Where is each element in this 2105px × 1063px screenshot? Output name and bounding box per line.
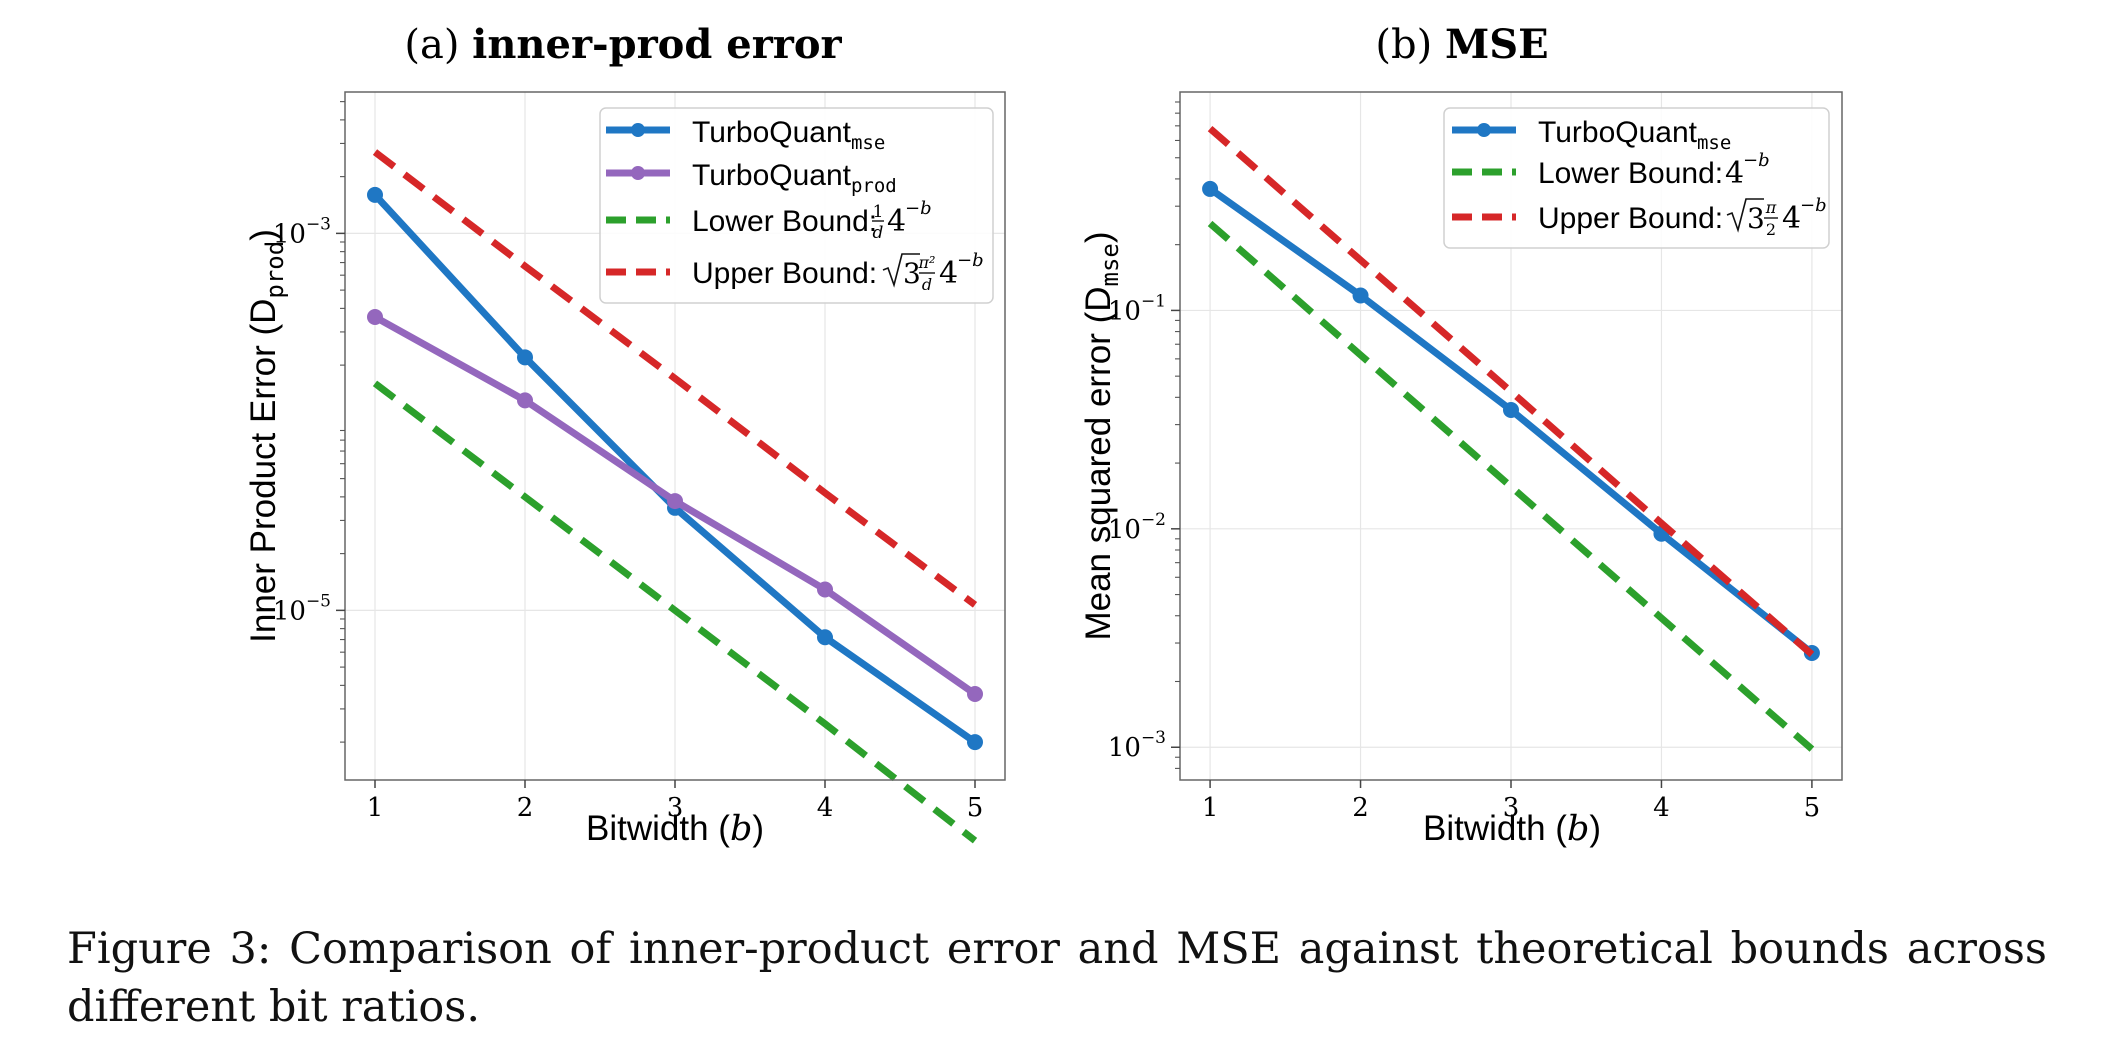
x-tick-label: 5	[1804, 793, 1821, 823]
legend-b-upper-formula: 3 π 2 4 −b	[1726, 195, 1827, 239]
data-point-a-1	[667, 493, 683, 510]
data-point-b-0	[1352, 287, 1369, 304]
y-tick-label: 10−5	[273, 591, 331, 626]
svg-text:d: d	[873, 223, 884, 243]
y-tick-label: 10−1	[1108, 291, 1166, 326]
legend-a-lower-formula: 1 d 4 −b	[872, 198, 932, 243]
svg-text:−b: −b	[905, 198, 932, 219]
series-line-b-1	[1207, 220, 1815, 752]
svg-text:3: 3	[1747, 202, 1765, 235]
panel-a-legend: TurboQuantmse TurboQuantprod Lower Bound…	[599, 107, 994, 304]
x-tick-label: 2	[517, 793, 534, 823]
x-tick-label: 2	[1352, 793, 1369, 823]
legend-b-turbo-mse-label: TurboQuantmse	[1538, 116, 1731, 154]
svg-text:4: 4	[939, 256, 958, 291]
series-line-a-2	[372, 380, 978, 844]
x-tick-label: 4	[1653, 793, 1670, 823]
legend-b-lower-formula: 4 −b	[1725, 150, 1770, 191]
panel-a-title: (a) inner-prod error	[404, 21, 842, 68]
y-tick-label: 10−3	[273, 214, 331, 249]
data-point-a-1	[817, 581, 833, 598]
svg-text:−b: −b	[957, 250, 984, 271]
data-point-a-0	[967, 734, 983, 751]
legend-b-turbo-mse-marker	[1477, 123, 1491, 137]
legend-b-upper-label: Upper Bound:	[1538, 202, 1723, 235]
legend-a-turbo-mse-label: TurboQuantmse	[692, 116, 885, 154]
x-tick-label: 3	[1503, 793, 1520, 823]
x-tick-label: 5	[967, 793, 984, 823]
panel-b-legend: TurboQuantmse Lower Bound: 4 −b Upper Bo…	[1443, 107, 1830, 249]
panel-b-ylabel: Mean squared error (Dmse)	[1079, 231, 1124, 640]
panel-a-ylabel: Inner Product Error (Dprod)	[244, 229, 289, 643]
svg-text:2: 2	[1766, 220, 1776, 239]
svg-text:1: 1	[873, 202, 884, 222]
data-point-a-0	[817, 629, 833, 646]
panel-b-xlabel: Bitwidth (b)	[1423, 809, 1601, 849]
legend-a-upper-label: Upper Bound:	[692, 257, 877, 290]
x-tick-label: 3	[667, 793, 684, 823]
svg-text:−b: −b	[1800, 195, 1827, 216]
svg-text:d: d	[922, 275, 932, 294]
legend-b-lower-label: Lower Bound:	[1538, 157, 1723, 190]
svg-text:4: 4	[1782, 201, 1801, 236]
series-line-b-2	[1207, 125, 1815, 658]
panel-a-xlabel: Bitwidth (b)	[586, 809, 764, 849]
x-tick-label: 4	[817, 793, 834, 823]
data-point-a-0	[517, 349, 533, 366]
y-tick-label: 10−2	[1108, 510, 1166, 545]
data-point-a-0	[367, 186, 383, 203]
x-tick-label: 1	[367, 793, 384, 823]
svg-text:4: 4	[887, 204, 906, 239]
y-tick-label: 10−3	[1108, 728, 1166, 763]
data-point-a-1	[967, 685, 983, 702]
x-tick-label: 1	[1202, 793, 1219, 823]
svg-text:3: 3	[903, 257, 921, 290]
legend-a-turbo-prod-marker	[631, 166, 645, 180]
svg-text:π: π	[1765, 198, 1777, 217]
data-point-b-0	[1503, 401, 1519, 418]
legend-a-upper-formula: 3 π² d 4 −b	[882, 250, 984, 294]
figure-caption: Figure 3: Comparison of inner-product er…	[67, 924, 2047, 1032]
data-point-a-1	[517, 392, 533, 409]
series-line-a-3	[372, 149, 978, 608]
panel-b-title: (b) MSE	[1375, 21, 1548, 68]
data-point-a-1	[367, 309, 383, 326]
svg-text:π²: π²	[918, 253, 936, 272]
legend-a-turbo-mse-marker	[631, 123, 645, 137]
svg-text:4: 4	[1725, 156, 1744, 191]
svg-text:−b: −b	[1743, 150, 1770, 171]
legend-a-turbo-prod-label: TurboQuantprod	[692, 159, 897, 197]
legend-a-lower-label: Lower Bound:	[692, 205, 877, 238]
data-point-b-0	[1202, 180, 1219, 197]
